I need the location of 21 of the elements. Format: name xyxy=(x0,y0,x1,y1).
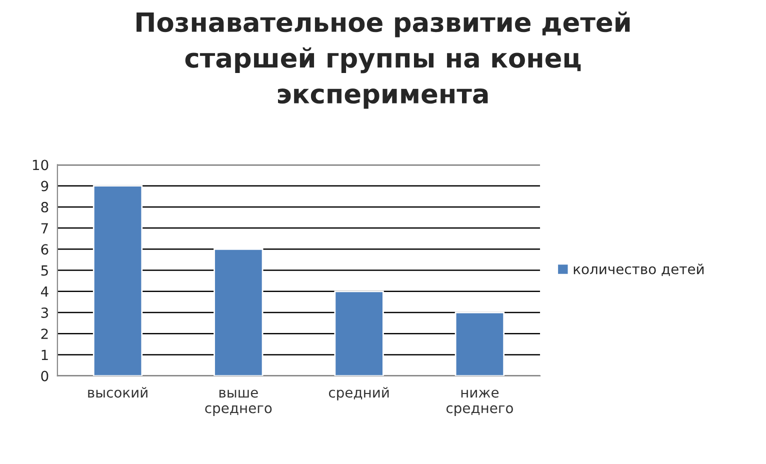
bar xyxy=(214,248,264,376)
x-tick-label: ниже среднего xyxy=(446,390,513,416)
y-tick-label: 1 xyxy=(42,350,48,360)
legend-label: количество детей xyxy=(574,264,704,276)
y-tick-label: 10 xyxy=(32,160,48,170)
y-tick-label: 9 xyxy=(41,180,48,192)
y-tick-label: 5 xyxy=(41,265,48,276)
y-tick-label: 2 xyxy=(41,328,48,339)
chart-title: Познавательное развитие детей старшей группы на конец эксперимента xyxy=(136,12,630,109)
y-tick-label: 3 xyxy=(41,307,48,318)
y-tick-label: 8 xyxy=(41,202,48,212)
y-tick-label: 7 xyxy=(41,223,48,234)
x-tick-label: высокий xyxy=(88,387,148,398)
bar xyxy=(454,312,505,376)
y-tick-label: 0 xyxy=(41,370,48,382)
y-tick-label: 6 xyxy=(41,244,48,255)
y-tick-label: 4 xyxy=(40,286,48,297)
bar xyxy=(92,185,143,376)
bar xyxy=(334,290,384,376)
x-tick-label: средний xyxy=(328,387,389,400)
x-tick-label: выше среднего xyxy=(205,390,272,416)
